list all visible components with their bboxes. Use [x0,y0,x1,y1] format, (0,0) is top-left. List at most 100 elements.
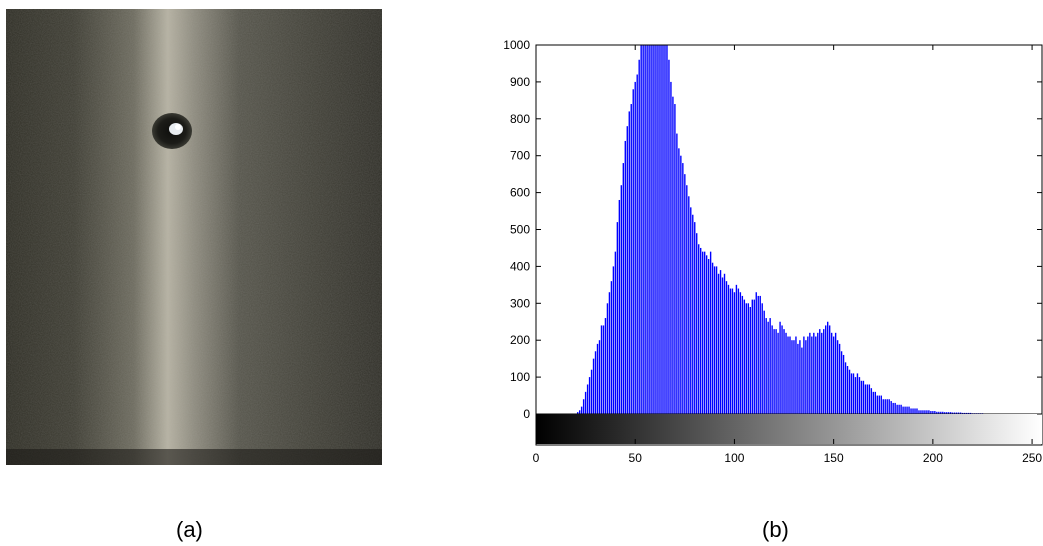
histogram-bar [737,288,740,414]
histogram-bar [793,340,795,414]
histogram-bar [902,406,904,414]
histogram-bar [892,402,894,414]
histogram-bar [628,111,630,415]
histogram-bar [961,412,964,414]
histogram-bar [852,373,855,414]
y-tick-label: 500 [510,223,530,237]
histogram-bar [840,351,843,414]
histogram-bar [848,369,851,414]
histogram-bar [608,292,611,414]
histogram-bar [965,412,968,414]
histogram-bar [757,295,759,414]
grayscale-colorbar [536,414,1042,444]
histogram-bar [950,412,952,414]
histogram-bar [660,45,662,414]
histogram-bar [590,369,593,414]
histogram-bar [874,391,877,414]
histogram-bar [904,406,906,414]
y-tick-label: 800 [510,112,530,126]
histogram-bar [938,411,940,414]
histogram-bar [900,404,902,414]
histogram-bar [819,329,821,414]
histogram-bar [692,214,694,414]
histogram-bar [797,343,799,414]
histogram-bar [948,412,950,414]
histogram-bar [648,45,650,414]
histogram-bar [701,251,704,414]
histogram-bar [725,281,728,414]
histogram-bar [751,299,753,414]
histogram-bar [666,45,668,414]
y-tick-label: 700 [510,149,530,163]
histogram-bar [862,380,865,414]
histogram-bar [715,266,718,414]
histogram-bar [731,288,734,414]
histogram-bar [926,410,928,414]
histogram-bar [785,332,787,414]
histogram-bar [690,207,692,414]
histogram-bar [747,303,750,414]
histogram-bar [894,402,896,414]
histogram-bar [630,104,632,414]
histogram-bar [656,45,658,414]
histogram-bar [834,332,837,414]
histogram-bar [783,329,785,414]
histogram-bar [936,411,938,414]
histogram-bar [580,406,583,414]
histogram-bar [957,412,960,414]
histogram-bar [759,295,761,414]
histogram-bar [632,89,634,414]
histogram-bar [906,406,908,414]
x-tick-label: 50 [629,451,643,465]
histogram-bar [872,391,875,414]
histogram-bar [940,411,942,414]
histogram-bar [684,174,686,414]
histogram-bar [813,332,815,414]
histogram-bar [745,303,748,414]
histogram-bar [963,412,966,414]
histogram-bar [719,270,722,414]
histogram-bar [636,74,638,414]
histogram-bar [969,412,972,414]
histogram-bar [777,332,779,414]
histogram-bar [864,384,867,414]
histogram-bar [696,233,698,414]
cylinder-photo [6,9,382,465]
histogram-bar [775,329,777,414]
histogram-bar [688,196,690,414]
histogram-bar [594,351,597,414]
histogram-bar [767,321,769,414]
histogram-bar [676,133,678,414]
histogram-bar [686,185,688,414]
histogram-bar [598,340,601,414]
y-tick-label: 600 [510,186,530,200]
histogram-bar [795,336,797,414]
histogram-bar [592,358,595,414]
histogram-bar [749,306,751,414]
histogram-bar [672,96,674,414]
histogram-bar [854,377,857,414]
histogram-bar [930,411,932,414]
histogram-bar [942,411,944,414]
histogram-bar [626,126,628,415]
histogram-bar [842,354,845,414]
histogram-bar [761,303,763,414]
y-tick-label: 300 [510,296,530,310]
histogram-bar [606,303,609,414]
histogram-bar [678,148,680,414]
histogram-bar [916,408,918,414]
histogram-bar [932,411,934,414]
histogram-bar [846,366,849,414]
histogram-bar [787,336,789,414]
histogram-bar [880,395,882,414]
histogram-bar [576,412,579,414]
caption-a: (a) [176,517,203,542]
histogram-bar [825,325,827,414]
histogram-bar [884,399,886,414]
y-tick-label: 1000 [503,38,530,52]
histogram-bar [791,340,793,414]
histogram-bar [578,410,581,414]
histogram-bar [844,362,847,414]
histogram-bar [721,277,724,414]
histogram-bar [765,318,767,414]
